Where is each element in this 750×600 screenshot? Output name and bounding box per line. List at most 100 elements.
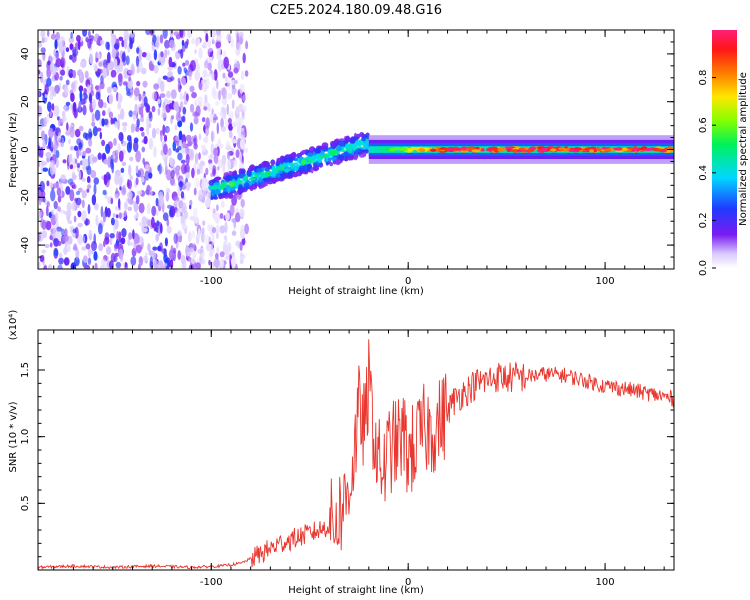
noise-speckle — [227, 242, 232, 253]
dispersion-blob — [235, 174, 242, 178]
noise-speckle — [203, 234, 209, 245]
spectrogram-x-tick-label: 100 — [596, 276, 615, 287]
snr-x-axis-label: Height of straight line (km) — [288, 585, 424, 596]
noise-speckle — [182, 77, 186, 86]
noise-speckle — [159, 93, 166, 98]
noise-speckle — [153, 64, 159, 74]
dispersion-blob — [278, 170, 283, 174]
noise-speckle — [179, 101, 184, 109]
noise-speckle — [96, 39, 99, 45]
noise-speckle — [50, 61, 55, 70]
noise-speckle — [135, 55, 140, 68]
noise-speckle — [103, 174, 108, 186]
spectrogram-x-tick-label: 0 — [405, 276, 411, 287]
noise-speckle — [156, 220, 160, 227]
dispersion-blob — [307, 152, 313, 157]
noise-speckle — [87, 184, 92, 189]
noise-speckle — [194, 70, 201, 81]
snr-y-axis-label: SNR (10 * v/v) — [8, 401, 19, 472]
noise-speckle — [189, 85, 195, 93]
noise-speckle — [193, 137, 197, 143]
noise-speckle — [164, 49, 168, 59]
noise-speckle — [178, 130, 183, 141]
noise-speckle — [88, 128, 93, 140]
noise-speckle — [81, 177, 86, 182]
noise-speckle — [215, 41, 222, 49]
tone-blob — [589, 149, 594, 153]
noise-speckle — [160, 130, 163, 143]
noise-speckle — [195, 262, 201, 269]
noise-speckle — [76, 162, 81, 169]
noise-speckle — [141, 131, 145, 137]
noise-speckle — [152, 246, 158, 251]
noise-speckle — [68, 73, 74, 78]
noise-speckle — [45, 205, 49, 217]
dispersion-blob — [299, 169, 304, 175]
noise-speckle — [236, 32, 239, 43]
noise-speckle — [239, 228, 246, 240]
noise-speckle — [185, 144, 189, 154]
noise-speckle — [48, 140, 52, 149]
noise-speckle — [188, 148, 195, 161]
snr-multiplier-label: (x10⁴) — [8, 310, 19, 341]
noise-speckle — [73, 80, 78, 85]
dispersion-blob — [340, 141, 345, 147]
tone-blob — [491, 147, 499, 151]
noise-speckle — [214, 212, 221, 224]
tone-blob — [471, 149, 481, 153]
noise-speckle — [182, 106, 187, 115]
noise-speckle — [69, 43, 74, 50]
noise-speckle — [49, 147, 53, 152]
noise-speckle — [78, 100, 82, 112]
noise-speckle — [41, 230, 48, 239]
dispersion-blob — [339, 157, 343, 162]
noise-speckle — [191, 230, 195, 239]
noise-speckle — [239, 83, 245, 95]
noise-speckle — [46, 66, 52, 79]
noise-speckle — [136, 234, 140, 244]
noise-speckle — [229, 203, 235, 216]
noise-speckle — [119, 61, 123, 73]
noise-speckle — [78, 125, 84, 132]
noise-speckle — [138, 256, 143, 267]
noise-speckle — [105, 41, 110, 50]
noise-speckle — [70, 92, 75, 103]
noise-speckle — [129, 39, 133, 50]
noise-speckle — [86, 188, 90, 193]
noise-speckle — [103, 240, 106, 248]
noise-speckle — [146, 202, 151, 215]
noise-speckle — [213, 153, 219, 165]
noise-speckle — [128, 138, 133, 150]
noise-speckle — [164, 157, 168, 168]
dispersion-blob — [213, 182, 220, 186]
noise-speckle — [193, 142, 198, 150]
noise-speckle — [55, 31, 60, 41]
noise-speckle — [162, 212, 169, 222]
dispersion-blob — [225, 184, 231, 190]
noise-speckle — [127, 206, 133, 212]
noise-speckle — [127, 179, 132, 190]
noise-speckle — [135, 195, 140, 205]
dispersion-blob — [262, 177, 268, 182]
noise-speckle — [145, 164, 150, 172]
noise-speckle — [89, 53, 94, 65]
noise-speckle — [63, 257, 70, 266]
noise-speckle — [102, 211, 106, 223]
noise-speckle — [98, 61, 103, 67]
tone-blob — [399, 147, 408, 151]
noise-speckle — [39, 211, 42, 218]
noise-speckle — [118, 131, 124, 142]
noise-speckle — [122, 185, 126, 194]
noise-speckle — [78, 170, 82, 181]
dispersion-blob — [243, 175, 249, 181]
noise-speckle — [118, 174, 124, 185]
noise-speckle — [180, 159, 186, 164]
noise-speckle — [68, 138, 71, 145]
dispersion-blob — [312, 159, 317, 164]
noise-speckle — [173, 233, 178, 245]
noise-speckle — [233, 67, 239, 74]
noise-speckle — [169, 39, 175, 49]
noise-speckle — [63, 104, 67, 111]
noise-speckle — [106, 207, 111, 218]
tone-blob — [372, 147, 380, 151]
